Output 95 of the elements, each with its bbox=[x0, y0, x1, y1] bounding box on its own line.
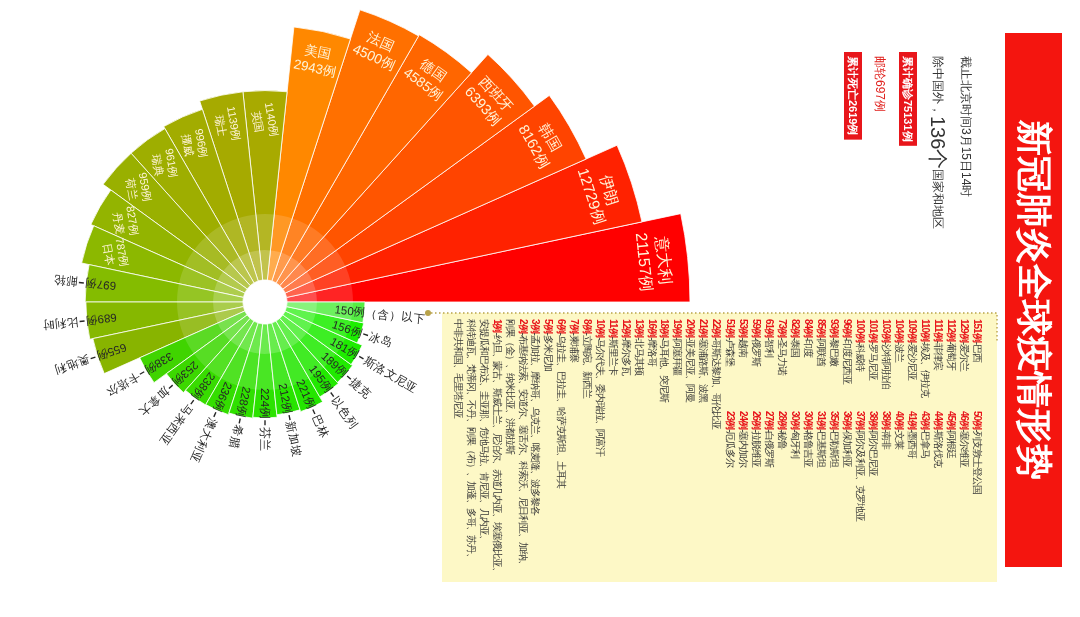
text: 101例-罗马尼亚 bbox=[868, 319, 880, 382]
text: 59例-俄罗斯 bbox=[751, 319, 763, 368]
text: 中非共和国、毛里塔尼亚 bbox=[453, 319, 465, 419]
text: 38例-阿尔巴尼亚 bbox=[868, 411, 880, 478]
text: 18例-马耳他、突尼斯 bbox=[659, 319, 671, 404]
text: 36例-保加利亚 bbox=[842, 411, 854, 469]
category-label: 邮轮 bbox=[52, 273, 79, 289]
category-label: 英国 bbox=[250, 109, 267, 134]
category-label: （含）以下 bbox=[365, 306, 427, 326]
text: 刚果（金）、纳米比亚、洪都拉斯 bbox=[505, 319, 517, 455]
text: 10例-马尔代夫、委内瑞拉、阿富汗 bbox=[595, 319, 607, 458]
text: 安提瓜和巴布达、圭亚那、危地马拉、肯尼亚、几内亚、 bbox=[479, 319, 491, 544]
text: 邮轮697例 bbox=[873, 56, 887, 113]
text: 136个 bbox=[927, 116, 949, 170]
category-label: 日本 bbox=[100, 242, 117, 267]
data-label: 150例 bbox=[333, 303, 367, 319]
text: 82例-泰国 bbox=[790, 319, 802, 358]
category-label: 挪威 bbox=[180, 133, 196, 158]
category-label: 意大利 bbox=[653, 234, 676, 285]
text: 截止北京时间3月15日14时 bbox=[959, 56, 973, 198]
category-label: 巴林 bbox=[310, 412, 331, 440]
category-label: 瑞士 bbox=[212, 113, 229, 138]
data-label: 689例 bbox=[85, 311, 118, 327]
text: 23例-厄瓜多尔 bbox=[725, 411, 737, 469]
text: 30例-匈牙利 bbox=[790, 411, 802, 460]
text: 50例-列支敦士登公国 bbox=[972, 411, 984, 495]
text: 累计死亡2619例 bbox=[847, 55, 859, 136]
data-label: 655例 bbox=[94, 341, 129, 363]
text: 5例-多米尼加 bbox=[543, 319, 555, 371]
text: 新冠肺炎全球疫情形势 bbox=[1013, 119, 1055, 480]
text: 11例-斯里兰卡 bbox=[608, 319, 620, 376]
text: 除中国外， bbox=[931, 56, 945, 116]
text: 27例-白俄罗斯 bbox=[764, 411, 776, 469]
text: 96例-印度尼西亚 bbox=[842, 319, 854, 386]
text: 46例-塞尔维亚 bbox=[959, 411, 971, 469]
text: 38例-南非 bbox=[881, 411, 893, 451]
text: 41例-墨西哥 bbox=[907, 411, 919, 460]
text: 科特迪瓦、梵蒂冈、不丹、刚果（布）、加蓬、多哥、苏丹、 bbox=[466, 319, 478, 562]
text: 53例-越南 bbox=[738, 319, 750, 359]
text: 112例-葡萄牙 bbox=[946, 319, 958, 372]
text: 61例-智利 bbox=[764, 319, 776, 359]
text: 22例-哥斯达黎加、哥伦比亚 bbox=[711, 319, 723, 431]
text: 7例-柬埔寨 bbox=[569, 319, 581, 363]
data-label: 224例 bbox=[259, 387, 271, 420]
text: 31例-巴基斯坦 bbox=[816, 411, 828, 469]
data-label: 236例 bbox=[210, 380, 235, 414]
text: 2例-布基纳法索、安道尔、塞舌尔、科索沃、尼日利亚、加纳、 bbox=[518, 319, 529, 569]
text: 129例-爱尔兰 bbox=[959, 319, 971, 373]
text: 13例-北马其顿 bbox=[634, 319, 646, 377]
text: 84例-印度 bbox=[803, 319, 815, 359]
text: 103例-沙特阿拉伯 bbox=[881, 319, 893, 391]
text: 21例-塞浦路斯、波黑 bbox=[698, 319, 710, 404]
text: 85例-阿联酋 bbox=[816, 319, 828, 368]
data-label: 212例 bbox=[276, 382, 295, 416]
data-label: 228例 bbox=[234, 385, 253, 419]
category-label: 荷兰 bbox=[124, 177, 140, 202]
text: 3例-孟加拉、摩纳哥、乌克兰、喀麦隆、波多黎各 bbox=[530, 319, 542, 516]
text: 104例-波兰 bbox=[894, 319, 906, 364]
text: 109例-爱沙尼亚 bbox=[907, 319, 919, 382]
text: 26例-拉脱维亚 bbox=[751, 411, 763, 469]
text: 30例-格鲁吉亚 bbox=[803, 411, 815, 469]
category-label: 比利时 bbox=[41, 315, 79, 332]
text: 37例-阿尔及利亚、克罗地亚 bbox=[855, 411, 867, 523]
text: 累计确诊75131例 bbox=[902, 55, 914, 142]
text: 28例-秘鲁 bbox=[777, 411, 789, 451]
data-label: 338例 bbox=[142, 350, 176, 377]
text: 151例-巴西 bbox=[972, 319, 984, 364]
category-label: 芬兰 bbox=[259, 426, 272, 451]
text: 100例-科威特 bbox=[855, 319, 867, 373]
text: 45例-阿根廷 bbox=[946, 411, 958, 460]
category-label: 澳大利亚 bbox=[188, 415, 219, 465]
text: 1例-约旦、蒙古、斯威士兰、尼泊尔、赤道几内亚、埃塞俄比亚、 bbox=[492, 319, 504, 576]
text: 16例-摩洛哥 bbox=[647, 319, 658, 368]
category-label: 希腊 bbox=[228, 423, 245, 450]
category-label: 冰岛 bbox=[367, 330, 395, 350]
text: 24例-塞内加尔 bbox=[738, 411, 750, 469]
text: 43例-巴拿马 bbox=[920, 411, 932, 459]
text: 6例-乌拉圭、巴拉圭、哈萨克斯坦、土耳其 bbox=[556, 319, 568, 489]
text: 110例-埃及、伊拉克 bbox=[920, 319, 932, 399]
text: 国家和地区 bbox=[931, 169, 945, 230]
text: 12例-摩尔多瓦 bbox=[621, 319, 633, 377]
text: 19例-阿塞拜疆 bbox=[672, 319, 684, 377]
category-label: 奥地利 bbox=[53, 353, 92, 376]
text: 35例-巴勒斯坦 bbox=[829, 411, 841, 469]
data-label: 697例 bbox=[84, 277, 117, 293]
text: 20例-亚美尼亚、阿曼 bbox=[685, 319, 697, 404]
text: 73例-圣马力诺 bbox=[777, 319, 789, 377]
data-label: 996例 bbox=[193, 127, 210, 159]
text: 40例-文莱 bbox=[894, 411, 906, 451]
category-label: 新加坡 bbox=[284, 420, 305, 458]
text: 111例-菲律宾 bbox=[933, 319, 945, 371]
text: 51例-卢森堡 bbox=[725, 319, 737, 368]
text: 8例-立陶宛、新西兰 bbox=[582, 319, 594, 399]
text: 44例-斯洛伐克 bbox=[933, 411, 945, 469]
text: 93例-黎巴嫩 bbox=[829, 319, 841, 368]
